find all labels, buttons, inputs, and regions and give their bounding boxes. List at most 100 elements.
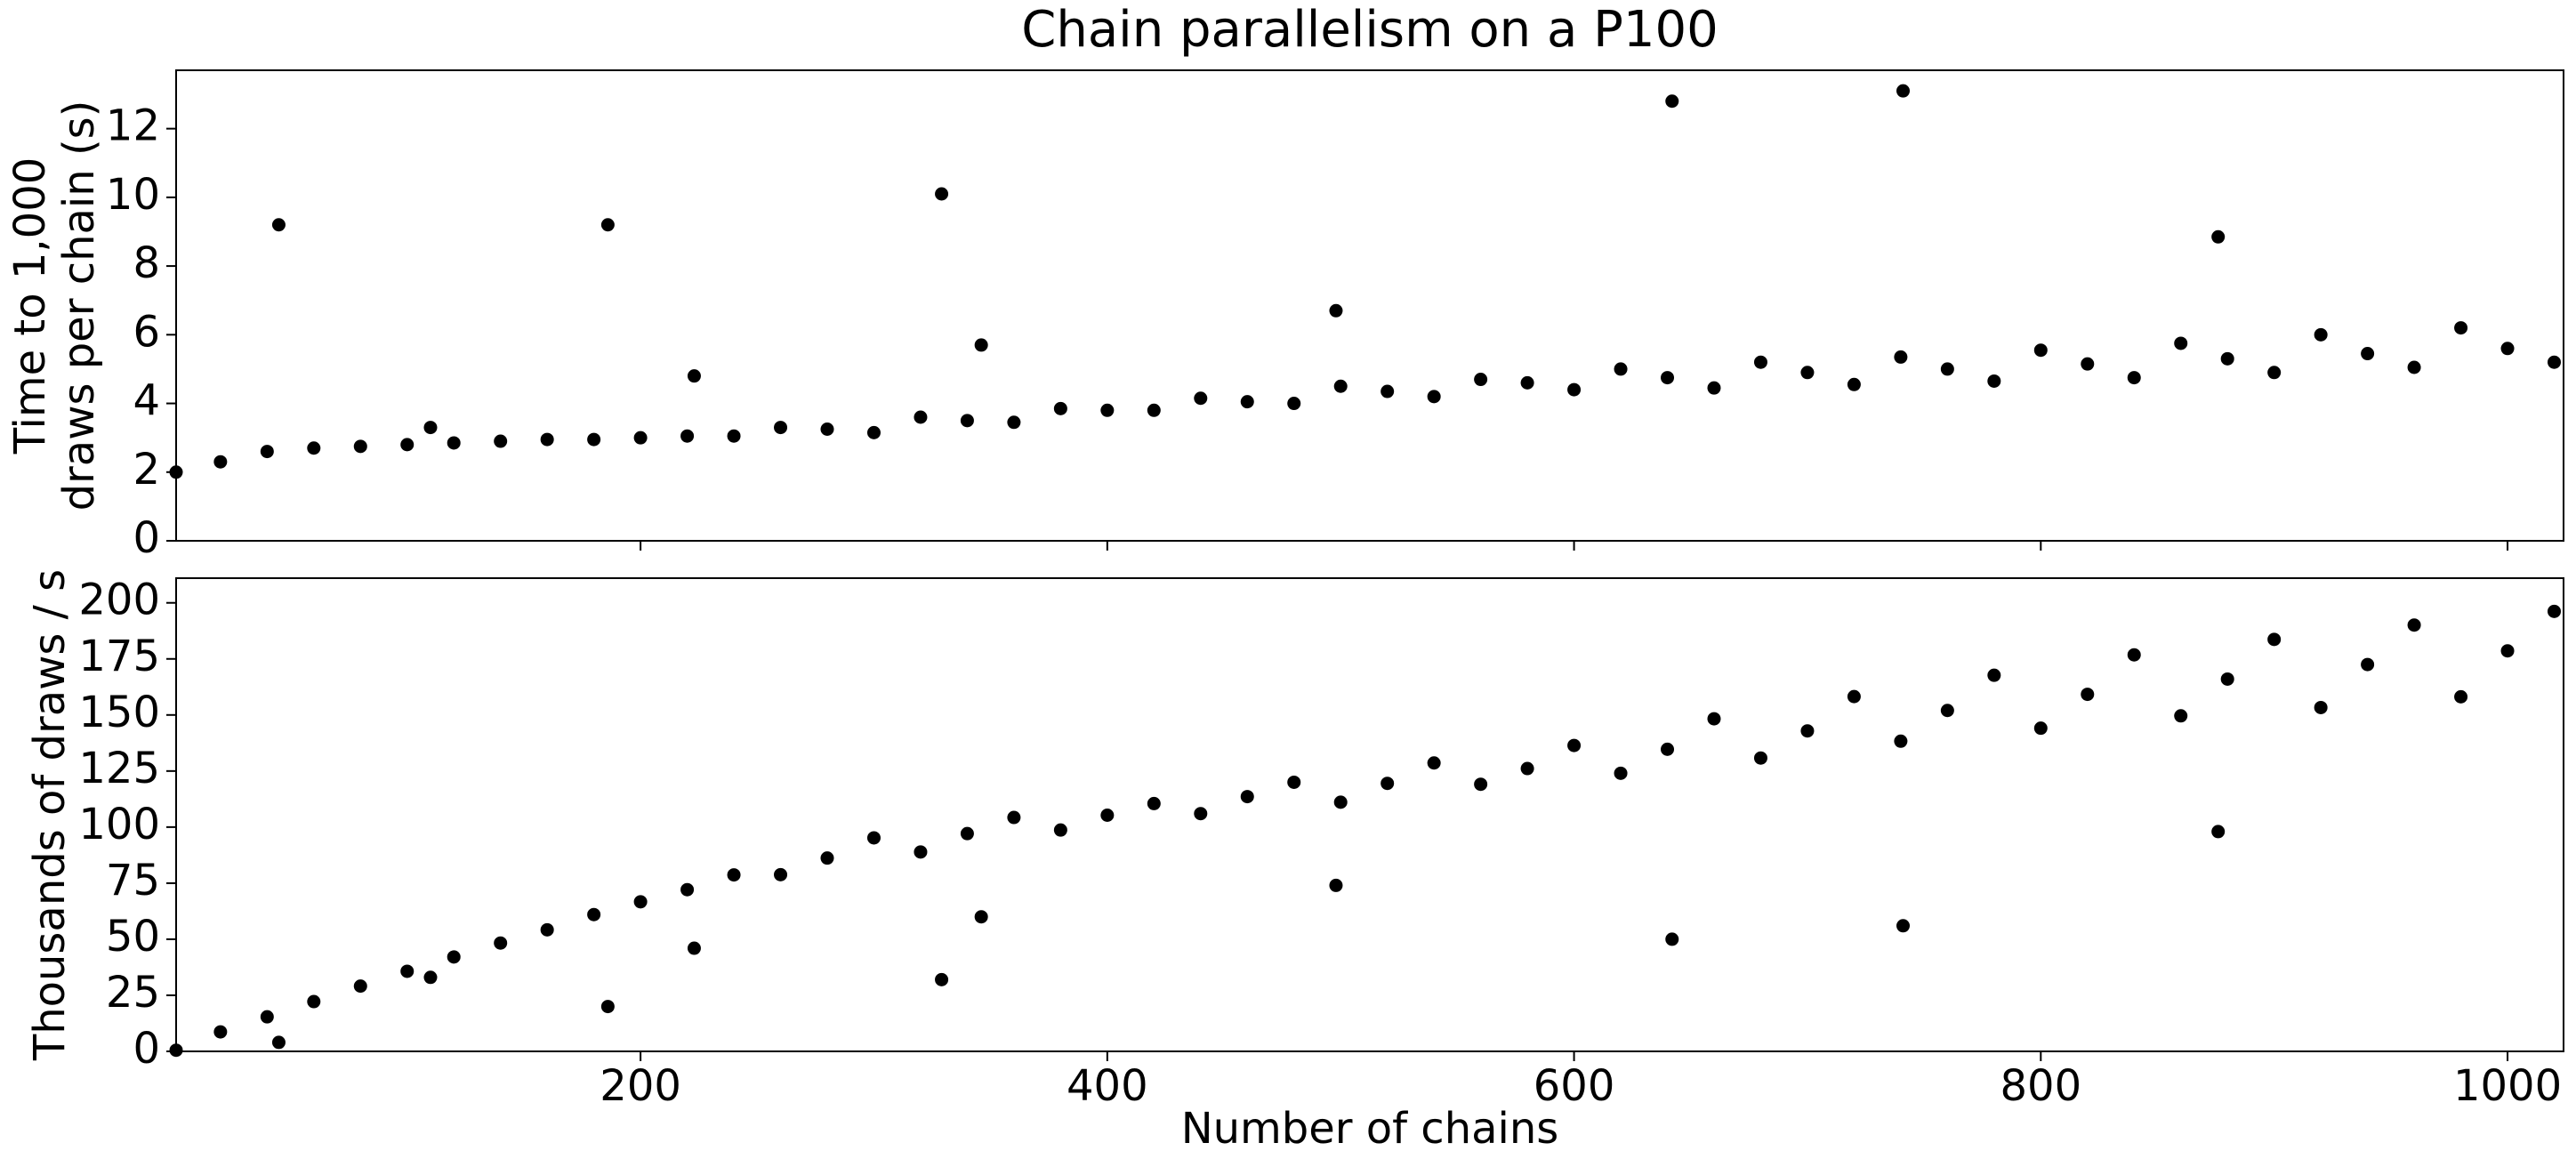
point	[633, 895, 648, 909]
point	[2174, 709, 2188, 723]
point	[1896, 84, 1911, 98]
y-tick-label: 0	[133, 1024, 160, 1074]
point	[2500, 342, 2515, 356]
point	[540, 432, 554, 447]
point	[1847, 689, 1861, 704]
point	[974, 910, 988, 924]
point	[1987, 374, 2001, 388]
point	[540, 922, 554, 937]
point	[866, 831, 881, 845]
point	[260, 445, 274, 459]
point	[307, 441, 321, 455]
point	[2454, 689, 2468, 704]
point	[1194, 807, 1208, 821]
point	[1427, 756, 1441, 770]
point	[1661, 371, 1675, 385]
y-axis-label: Thousands of draws / s	[25, 569, 75, 1061]
point	[866, 425, 881, 439]
point	[1329, 303, 1343, 318]
point	[2548, 604, 2562, 618]
point	[1567, 738, 1582, 753]
x-tick-label: 800	[2000, 1061, 2081, 1111]
point	[1707, 381, 1721, 395]
point	[680, 429, 695, 443]
y-tick-label: 25	[106, 968, 160, 1018]
point	[587, 432, 601, 447]
point	[1474, 777, 1488, 792]
y-tick-label: 6	[133, 307, 160, 357]
point	[2081, 688, 2095, 702]
y-tick-label: 150	[78, 688, 160, 737]
point	[1894, 734, 1908, 748]
point	[2314, 700, 2328, 714]
point	[727, 868, 741, 882]
point	[2548, 355, 2562, 369]
point	[1665, 94, 1679, 109]
point	[400, 964, 415, 978]
point	[1194, 391, 1208, 406]
point	[1240, 790, 1254, 804]
point	[2500, 644, 2515, 658]
point	[213, 455, 228, 469]
point	[494, 434, 508, 448]
point	[1007, 810, 1021, 825]
point	[1847, 377, 1861, 391]
point	[2127, 648, 2141, 662]
point	[600, 1000, 615, 1014]
point	[1665, 932, 1679, 946]
point	[1661, 742, 1675, 756]
chart-title: Chain parallelism on a P100	[1021, 1, 1719, 59]
axes-frame	[175, 69, 2564, 542]
x-axis-label: Number of chains	[1181, 1104, 1559, 1154]
y-tick-label: 4	[133, 376, 160, 426]
point	[2211, 825, 2226, 839]
point	[2267, 366, 2282, 380]
point	[1333, 795, 1348, 809]
point	[687, 369, 701, 383]
point	[2081, 357, 2095, 371]
point	[307, 994, 321, 1009]
point	[1753, 355, 1767, 369]
point	[2454, 321, 2468, 335]
point	[1940, 362, 1954, 376]
point	[1614, 362, 1628, 376]
y-tick-label: 50	[106, 912, 160, 962]
point	[1333, 379, 1348, 393]
y-tick-label: 125	[78, 744, 160, 793]
point	[260, 1010, 274, 1024]
point	[2361, 347, 2375, 361]
point	[1007, 415, 1021, 430]
point	[1381, 777, 1395, 791]
point	[1100, 403, 1115, 417]
point	[1707, 712, 1721, 726]
point	[494, 936, 508, 950]
y-tick-label: 2	[133, 445, 160, 495]
point	[2220, 351, 2234, 366]
point	[1240, 395, 1254, 409]
y-tick-label: 100	[78, 800, 160, 849]
point	[914, 845, 928, 859]
point	[1147, 796, 1161, 810]
y-tick-label: 8	[133, 238, 160, 288]
point	[353, 439, 367, 454]
point	[447, 950, 461, 964]
point	[820, 851, 834, 865]
point	[2211, 229, 2226, 244]
x-tick-label: 600	[1534, 1061, 1615, 1111]
point	[2267, 632, 2282, 647]
point	[935, 972, 949, 986]
point	[423, 970, 438, 985]
point	[423, 421, 438, 435]
point	[213, 1025, 228, 1039]
y-tick-label: 10	[106, 170, 160, 220]
point	[600, 218, 615, 232]
y-tick-label: 200	[78, 575, 160, 625]
point	[1520, 375, 1534, 390]
point	[1753, 751, 1767, 765]
point	[353, 979, 367, 994]
x-tick-label: 400	[1067, 1061, 1148, 1111]
point	[1474, 373, 1488, 387]
point	[1147, 403, 1161, 417]
point	[2220, 672, 2234, 686]
